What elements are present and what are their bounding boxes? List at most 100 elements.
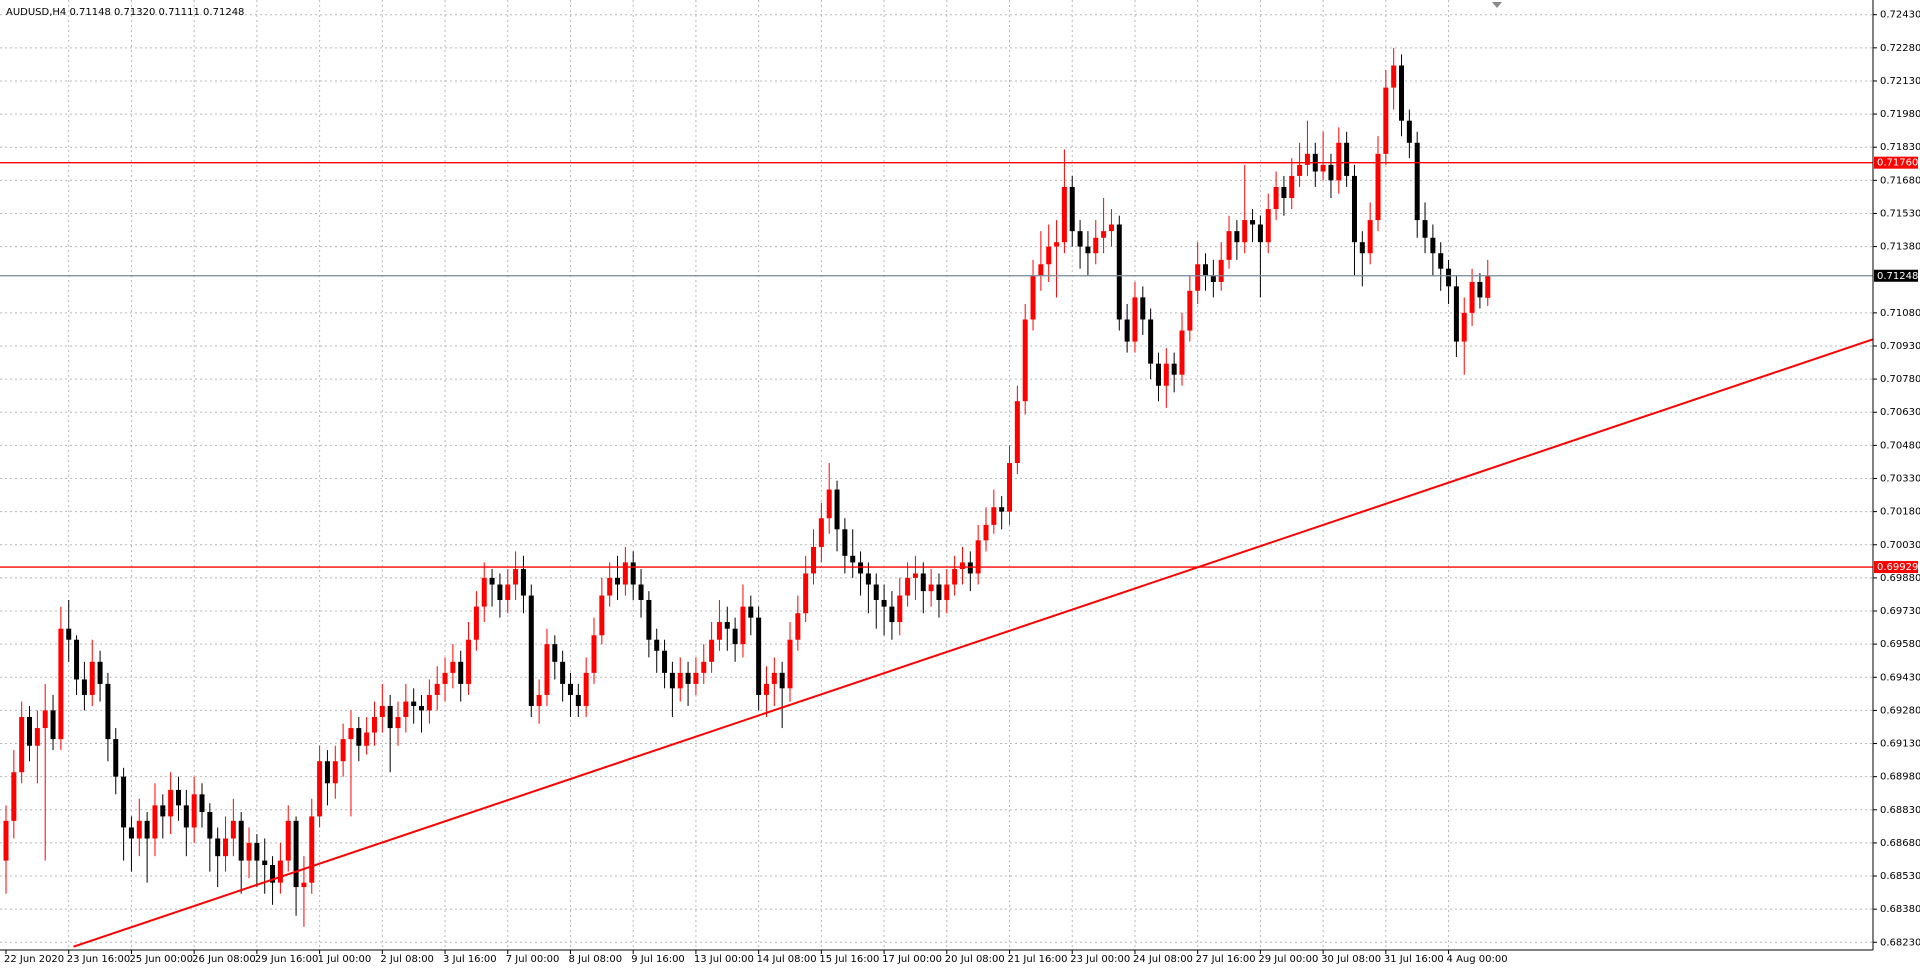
candle-body	[1108, 224, 1114, 232]
candle-body	[1085, 246, 1091, 254]
candle-body	[826, 489, 832, 519]
candle-body	[513, 569, 519, 585]
candle-body	[34, 728, 40, 746]
y-tick-label: 0.71680	[1880, 175, 1920, 186]
candle-body	[575, 694, 581, 706]
candle-body	[1046, 246, 1052, 265]
candle-body	[1391, 65, 1397, 88]
candle-body	[1116, 224, 1122, 320]
candle-body	[411, 701, 417, 706]
y-tick-label: 0.70030	[1880, 540, 1920, 551]
x-tick-label: 4 Aug 00:00	[1447, 954, 1508, 965]
chart-title: AUDUSD,H4 0.71148 0.71320 0.71111 0.7124…	[6, 7, 244, 18]
candle-body	[763, 683, 769, 695]
candle-body	[364, 732, 370, 746]
candle-body	[238, 820, 244, 861]
candle-body	[223, 838, 229, 857]
y-tick-label: 0.70780	[1880, 374, 1920, 385]
candle-body	[1257, 224, 1263, 243]
candle-body	[89, 661, 95, 695]
candle-body	[536, 694, 542, 706]
candle-body	[324, 761, 330, 784]
y-tick-label: 0.71830	[1880, 142, 1920, 153]
candle-body	[183, 805, 189, 828]
candle-body	[473, 606, 479, 640]
candle-body	[1038, 264, 1044, 276]
candle-body	[897, 595, 903, 623]
candle-body	[434, 683, 440, 695]
candle-body	[638, 584, 644, 600]
x-tick-label: 1 Jul 00:00	[318, 954, 372, 965]
x-tick-label: 17 Jul 00:00	[882, 954, 942, 965]
y-tick-label: 0.69430	[1880, 672, 1920, 683]
candle-body	[419, 705, 425, 711]
x-tick-label: 13 Jul 00:00	[694, 954, 754, 965]
candle-body	[1485, 275, 1491, 298]
candle-body	[395, 717, 401, 729]
candle-body	[254, 842, 260, 861]
x-tick-label: 24 Jul 08:00	[1133, 954, 1193, 965]
candle-body	[920, 573, 926, 592]
candle-body	[481, 577, 487, 607]
candle-body	[458, 661, 464, 684]
candle-body	[615, 577, 621, 585]
candle-body	[912, 573, 918, 578]
x-tick-label: 29 Jul 00:00	[1258, 954, 1318, 965]
candle-body	[1289, 175, 1295, 199]
y-tick-label: 0.69280	[1880, 705, 1920, 716]
candle-body	[1187, 290, 1193, 331]
candle-body	[1273, 186, 1279, 210]
candle-body	[160, 805, 166, 817]
candle-body	[803, 573, 809, 614]
candle-body	[1195, 264, 1201, 291]
candle-body	[340, 739, 346, 762]
candle-body	[356, 728, 362, 746]
x-tick-label: 26 Jun 08:00	[192, 954, 256, 965]
candle-body	[528, 595, 534, 706]
candle-body	[795, 613, 801, 640]
candle-body	[1030, 275, 1036, 320]
y-tick-label: 0.72130	[1880, 76, 1920, 87]
candle-body	[379, 705, 385, 718]
candle-body	[1069, 186, 1075, 232]
candle-body	[426, 694, 432, 711]
candle-body	[1179, 330, 1185, 375]
y-tick-label: 0.71380	[1880, 242, 1920, 253]
candle-body	[630, 562, 636, 585]
candle-body	[27, 717, 33, 746]
candle-body	[1414, 142, 1420, 221]
candle-body	[270, 865, 276, 883]
candle-body	[662, 650, 668, 673]
candle-body	[1297, 164, 1303, 176]
candle-body	[1155, 363, 1161, 386]
candle-body	[1406, 120, 1412, 143]
x-tick-label: 2 Jul 08:00	[380, 954, 434, 965]
candle-body	[740, 606, 746, 645]
shift-marker	[1492, 2, 1502, 8]
candle-body	[1163, 363, 1169, 386]
candle-body	[756, 617, 762, 695]
candle-body	[1320, 164, 1326, 172]
candle-body	[709, 639, 715, 662]
candle-body	[113, 739, 119, 777]
x-tick-label: 23 Jun 16:00	[67, 954, 131, 965]
candle-body	[999, 507, 1005, 512]
candle-body	[1077, 231, 1083, 247]
candle-body	[1061, 186, 1067, 243]
y-tick-label: 0.70180	[1880, 507, 1920, 518]
x-tick-label: 8 Jul 08:00	[568, 954, 622, 965]
x-tick-label: 14 Jul 08:00	[757, 954, 817, 965]
candle-body	[97, 661, 103, 684]
y-tick-label: 0.68830	[1880, 805, 1920, 816]
candle-body	[850, 555, 856, 563]
candle-body	[332, 761, 338, 784]
candle-body	[285, 820, 291, 861]
candle-body	[936, 584, 942, 600]
x-tick-label: 29 Jun 16:00	[255, 954, 319, 965]
x-tick-label: 30 Jul 08:00	[1321, 954, 1381, 965]
x-tick-label: 7 Jul 00:00	[506, 954, 560, 965]
candle-body	[505, 584, 511, 600]
candle-body	[293, 820, 299, 888]
x-tick-label: 22 Jun 2020	[4, 954, 64, 965]
